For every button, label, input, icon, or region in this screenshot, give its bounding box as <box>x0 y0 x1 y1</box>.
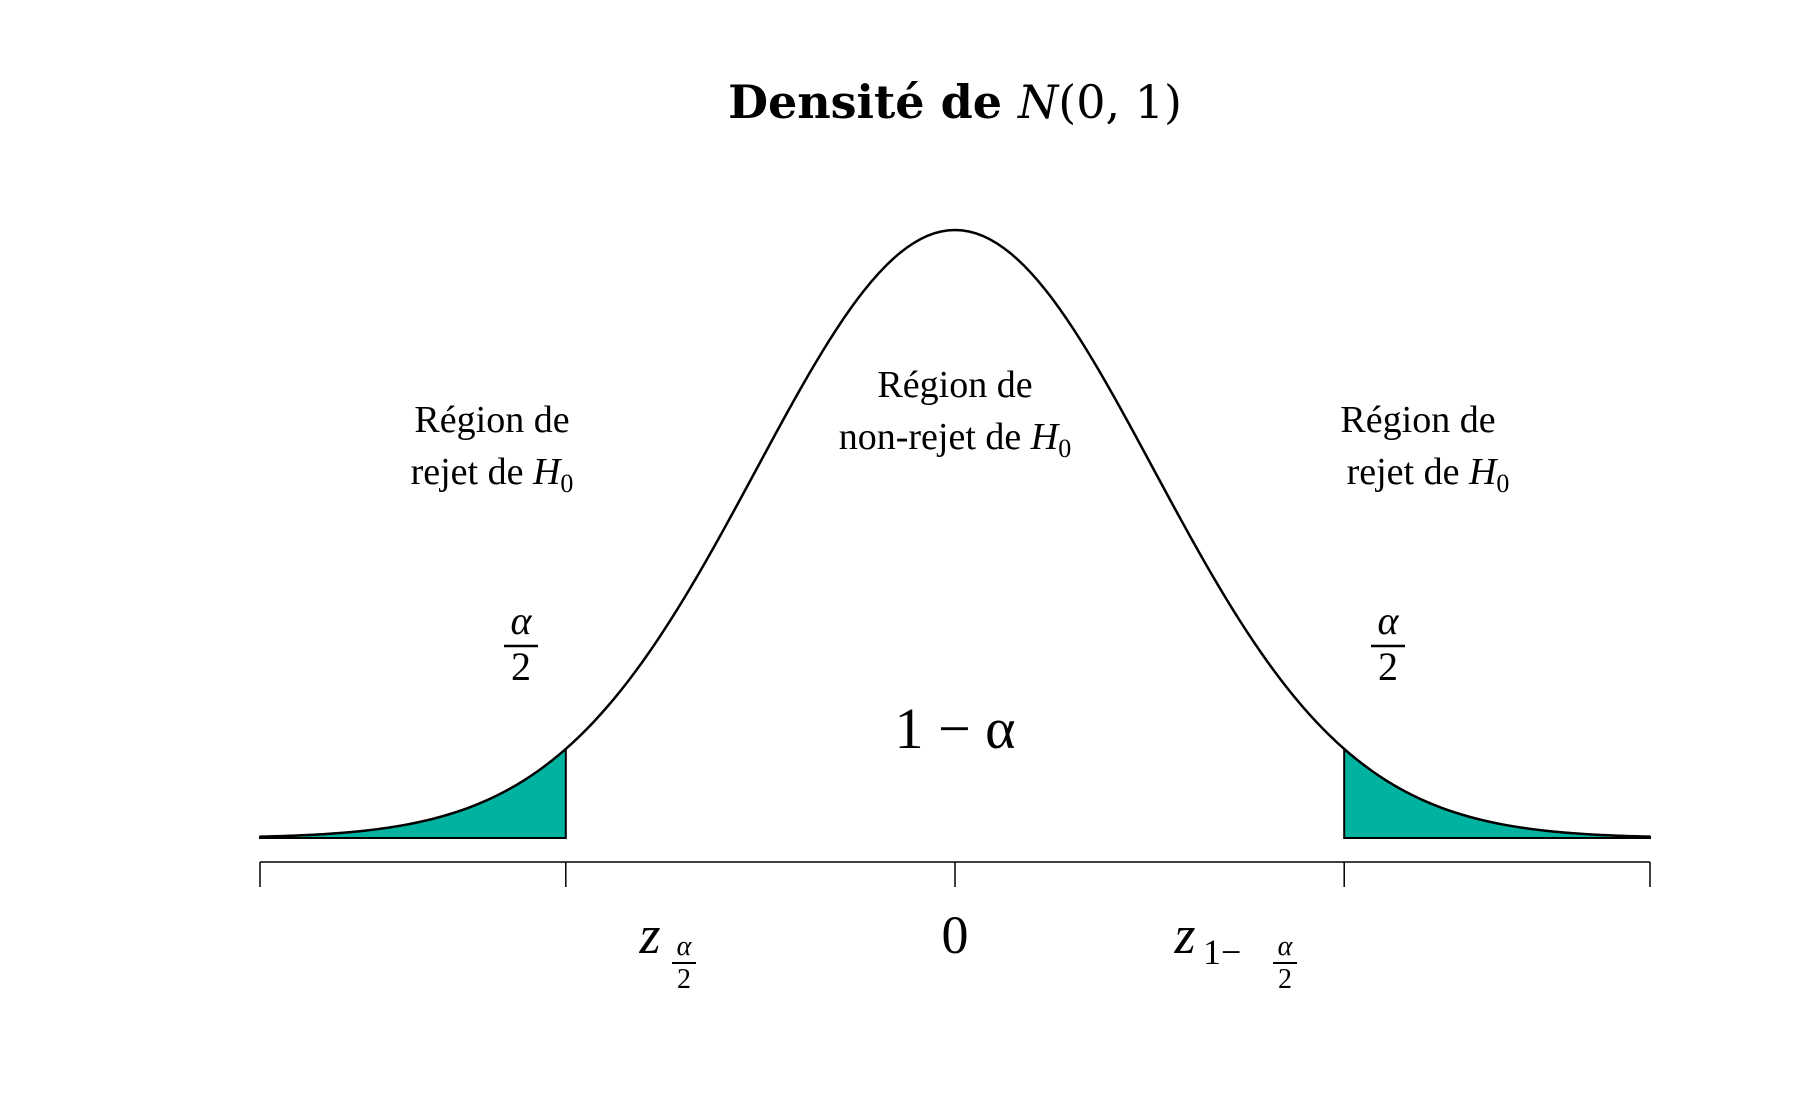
left-frac-denominator: 2 <box>511 644 531 689</box>
chart-title-math-suffix: (0, 1) <box>1058 75 1182 129</box>
tick-label-lower-sub-den: 2 <box>677 964 691 995</box>
tick-label-lower-cutoff: z <box>638 905 660 965</box>
tick-label-upper-sub-prefix: 1− <box>1203 932 1241 972</box>
right-region-label-math: H <box>1468 451 1499 493</box>
tick-label-upper-subscript: α 2 <box>1273 931 1297 995</box>
tick-label-center: 0 <box>942 905 969 965</box>
chart-title-math-script: N <box>1017 75 1060 129</box>
right-tail-probability: α 2 <box>1371 598 1405 689</box>
left-frac-numerator: α <box>511 598 533 643</box>
chart-title: Densité de N(0, 1) <box>728 75 1182 129</box>
tick-label-upper-base: z <box>1173 905 1195 965</box>
left-region-label-text: rejet de <box>411 451 533 493</box>
center-region-label-line2: non-rejet de H0 <box>839 416 1071 463</box>
right-region-label-text: rejet de <box>1347 451 1469 493</box>
left-region-label-line2: rejet de H0 <box>411 451 574 498</box>
center-region-label-line1: Région de <box>877 364 1032 406</box>
tick-label-lower-base: z <box>638 905 660 965</box>
right-region-label-line2: rejet de H0 <box>1347 451 1510 498</box>
left-rejection-tail <box>259 746 567 839</box>
tick-label-upper-cutoff: z <box>1173 905 1195 965</box>
plot-layer <box>259 228 1651 839</box>
tick-label-upper-sub-den: 2 <box>1278 964 1292 995</box>
left-region-label-line1: Région de <box>414 399 569 441</box>
right-frac-numerator: α <box>1378 598 1400 643</box>
right-rejection-tail <box>1343 746 1651 839</box>
center-region-label-sub: 0 <box>1058 434 1071 463</box>
center-region-label-text: non-rejet de <box>839 416 1031 458</box>
x-axis <box>259 861 1651 887</box>
tick-label-lower-subscript: α 2 <box>672 931 696 995</box>
center-probability-label: 1 − α <box>894 696 1015 761</box>
right-region-label-line1: Région de <box>1340 399 1495 441</box>
tick-label-lower-sub-num: α <box>677 931 693 962</box>
center-region-label-math: H <box>1030 416 1061 458</box>
left-region-label-math: H <box>532 451 563 493</box>
tick-label-upper-sub-num: α <box>1278 931 1294 962</box>
density-curve <box>259 228 1651 838</box>
chart-title-prefix: Densité de <box>728 75 1018 129</box>
left-tail-probability: α 2 <box>504 598 538 689</box>
right-region-label-sub: 0 <box>1496 469 1509 498</box>
left-region-label-sub: 0 <box>560 469 573 498</box>
right-frac-denominator: 2 <box>1378 644 1398 689</box>
